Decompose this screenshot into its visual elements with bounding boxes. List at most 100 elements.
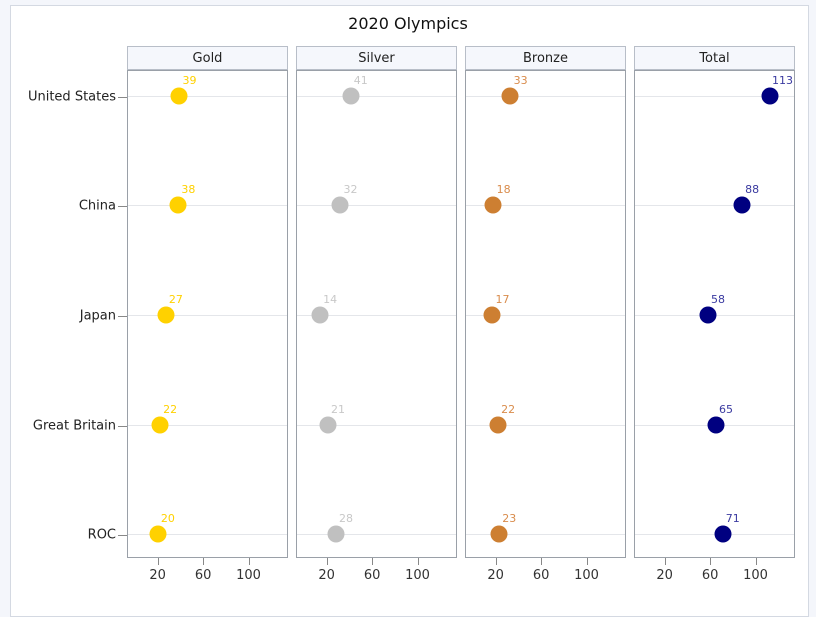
x-tick bbox=[710, 558, 712, 565]
data-point bbox=[170, 87, 188, 105]
gridline bbox=[466, 315, 625, 316]
row-label: Great Britain bbox=[32, 418, 116, 434]
x-tick bbox=[372, 558, 374, 565]
panel-plot: 33 18 17 22 23 20 60 100 bbox=[465, 70, 626, 583]
data-point bbox=[699, 306, 717, 324]
gridline bbox=[297, 315, 456, 316]
gridline bbox=[297, 425, 456, 426]
data-label: 22 bbox=[501, 403, 516, 416]
gridline bbox=[297, 205, 456, 206]
row-tick bbox=[118, 535, 127, 536]
gridline bbox=[635, 205, 794, 206]
x-tick-label: 60 bbox=[701, 568, 719, 583]
data-point bbox=[733, 196, 751, 214]
x-tick bbox=[755, 558, 757, 565]
panel-plot: 113 88 58 65 71 20 60 100 bbox=[634, 70, 795, 583]
gridline bbox=[466, 425, 625, 426]
data-label: 113 bbox=[772, 74, 794, 87]
data-label: 58 bbox=[711, 293, 726, 306]
data-label: 71 bbox=[725, 512, 740, 525]
x-tick-label: 20 bbox=[487, 568, 504, 583]
row-label: ROC bbox=[87, 527, 116, 543]
panel-bronze: Bronze 33 18 17 22 23 20 60 100 bbox=[465, 46, 626, 583]
gridline bbox=[466, 534, 625, 535]
gridline bbox=[128, 205, 287, 206]
data-label: 22 bbox=[163, 403, 178, 416]
data-point bbox=[327, 525, 345, 543]
x-tick bbox=[248, 558, 250, 565]
x-tick-label: 20 bbox=[149, 568, 166, 583]
data-point bbox=[489, 416, 507, 434]
data-label: 32 bbox=[343, 183, 358, 196]
data-label: 39 bbox=[182, 74, 197, 87]
row-label: China bbox=[78, 198, 116, 214]
gridline bbox=[128, 534, 287, 535]
x-tick-label: 100 bbox=[574, 568, 599, 583]
panel-plot: 41 32 14 21 28 20 60 100 bbox=[296, 70, 457, 583]
x-tick bbox=[157, 558, 159, 565]
data-point bbox=[707, 416, 725, 434]
x-tick bbox=[495, 558, 497, 565]
x-tick-label: 20 bbox=[656, 568, 673, 583]
panel-header: Silver bbox=[296, 46, 457, 70]
data-point bbox=[151, 416, 169, 434]
data-label: 23 bbox=[502, 512, 517, 525]
x-tick-label: 60 bbox=[194, 568, 212, 583]
data-point bbox=[484, 196, 502, 214]
data-point bbox=[311, 306, 329, 324]
data-point bbox=[761, 87, 779, 105]
panel-total: Total 113 88 58 65 71 20 60 100 bbox=[634, 46, 795, 583]
x-tick bbox=[586, 558, 588, 565]
data-point bbox=[331, 196, 349, 214]
row-label: United States bbox=[27, 89, 116, 105]
gridline bbox=[128, 315, 287, 316]
panel-silver: Silver 41 32 14 21 28 20 60 100 bbox=[296, 46, 457, 583]
data-point bbox=[501, 87, 519, 105]
x-tick bbox=[541, 558, 543, 565]
data-point bbox=[490, 525, 508, 543]
panel-header: Gold bbox=[127, 46, 288, 70]
x-tick bbox=[326, 558, 328, 565]
data-label: 21 bbox=[331, 403, 346, 416]
x-tick-label: 60 bbox=[532, 568, 550, 583]
gridline bbox=[466, 205, 625, 206]
row-tick bbox=[118, 426, 127, 427]
x-tick-label: 100 bbox=[236, 568, 261, 583]
data-label: 27 bbox=[168, 293, 183, 306]
x-tick bbox=[203, 558, 205, 565]
data-label: 65 bbox=[718, 403, 733, 416]
x-tick bbox=[417, 558, 419, 565]
data-point bbox=[157, 306, 175, 324]
data-label: 41 bbox=[353, 74, 368, 87]
row-label: Japan bbox=[79, 308, 116, 324]
panel-plot: 39 38 27 22 20 20 60 100 bbox=[127, 70, 288, 583]
gridline bbox=[297, 96, 456, 97]
data-label: 18 bbox=[496, 183, 511, 196]
data-point bbox=[319, 416, 337, 434]
gridline bbox=[128, 96, 287, 97]
panel-header: Bronze bbox=[465, 46, 626, 70]
row-tick bbox=[118, 316, 127, 317]
data-label: 20 bbox=[160, 512, 175, 525]
panel-header: Total bbox=[634, 46, 795, 70]
row-tick bbox=[118, 97, 127, 98]
data-point bbox=[342, 87, 360, 105]
data-label: 17 bbox=[495, 293, 510, 306]
gridline bbox=[635, 96, 794, 97]
row-tick bbox=[118, 206, 127, 207]
x-tick-label: 20 bbox=[318, 568, 335, 583]
data-label: 14 bbox=[323, 293, 338, 306]
chart-title: 2020 Olympics bbox=[348, 14, 468, 33]
x-tick-label: 60 bbox=[363, 568, 381, 583]
gridline bbox=[297, 534, 456, 535]
data-point bbox=[714, 525, 732, 543]
data-label: 88 bbox=[745, 183, 760, 196]
x-tick-label: 100 bbox=[743, 568, 768, 583]
gridline bbox=[466, 96, 625, 97]
data-label: 33 bbox=[513, 74, 528, 87]
data-point bbox=[169, 196, 187, 214]
gridline bbox=[128, 425, 287, 426]
data-label: 28 bbox=[338, 512, 353, 525]
x-tick bbox=[664, 558, 666, 565]
data-point bbox=[483, 306, 501, 324]
